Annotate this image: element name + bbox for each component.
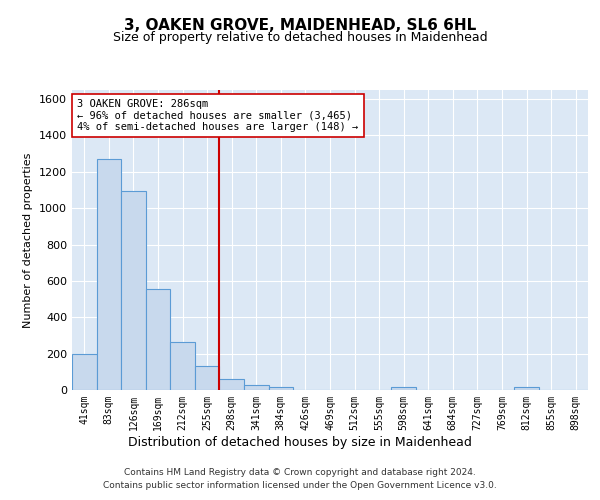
Bar [269,386,293,390]
Bar [97,159,121,390]
Bar [220,379,244,390]
Text: Contains public sector information licensed under the Open Government Licence v3: Contains public sector information licen… [103,480,497,490]
Text: 3, OAKEN GROVE, MAIDENHEAD, SL6 6HL: 3, OAKEN GROVE, MAIDENHEAD, SL6 6HL [124,18,476,32]
Text: Contains HM Land Registry data © Crown copyright and database right 2024.: Contains HM Land Registry data © Crown c… [124,468,476,477]
Y-axis label: Number of detached properties: Number of detached properties [23,152,34,328]
Bar [170,342,195,390]
Bar [146,289,170,390]
Text: 3 OAKEN GROVE: 286sqm
← 96% of detached houses are smaller (3,465)
4% of semi-de: 3 OAKEN GROVE: 286sqm ← 96% of detached … [77,99,358,132]
Bar [121,191,146,390]
Bar [244,384,269,390]
Bar [514,388,539,390]
Bar [72,354,97,390]
Bar [391,388,416,390]
Text: Size of property relative to detached houses in Maidenhead: Size of property relative to detached ho… [113,31,487,44]
Text: Distribution of detached houses by size in Maidenhead: Distribution of detached houses by size … [128,436,472,449]
Bar [195,366,220,390]
